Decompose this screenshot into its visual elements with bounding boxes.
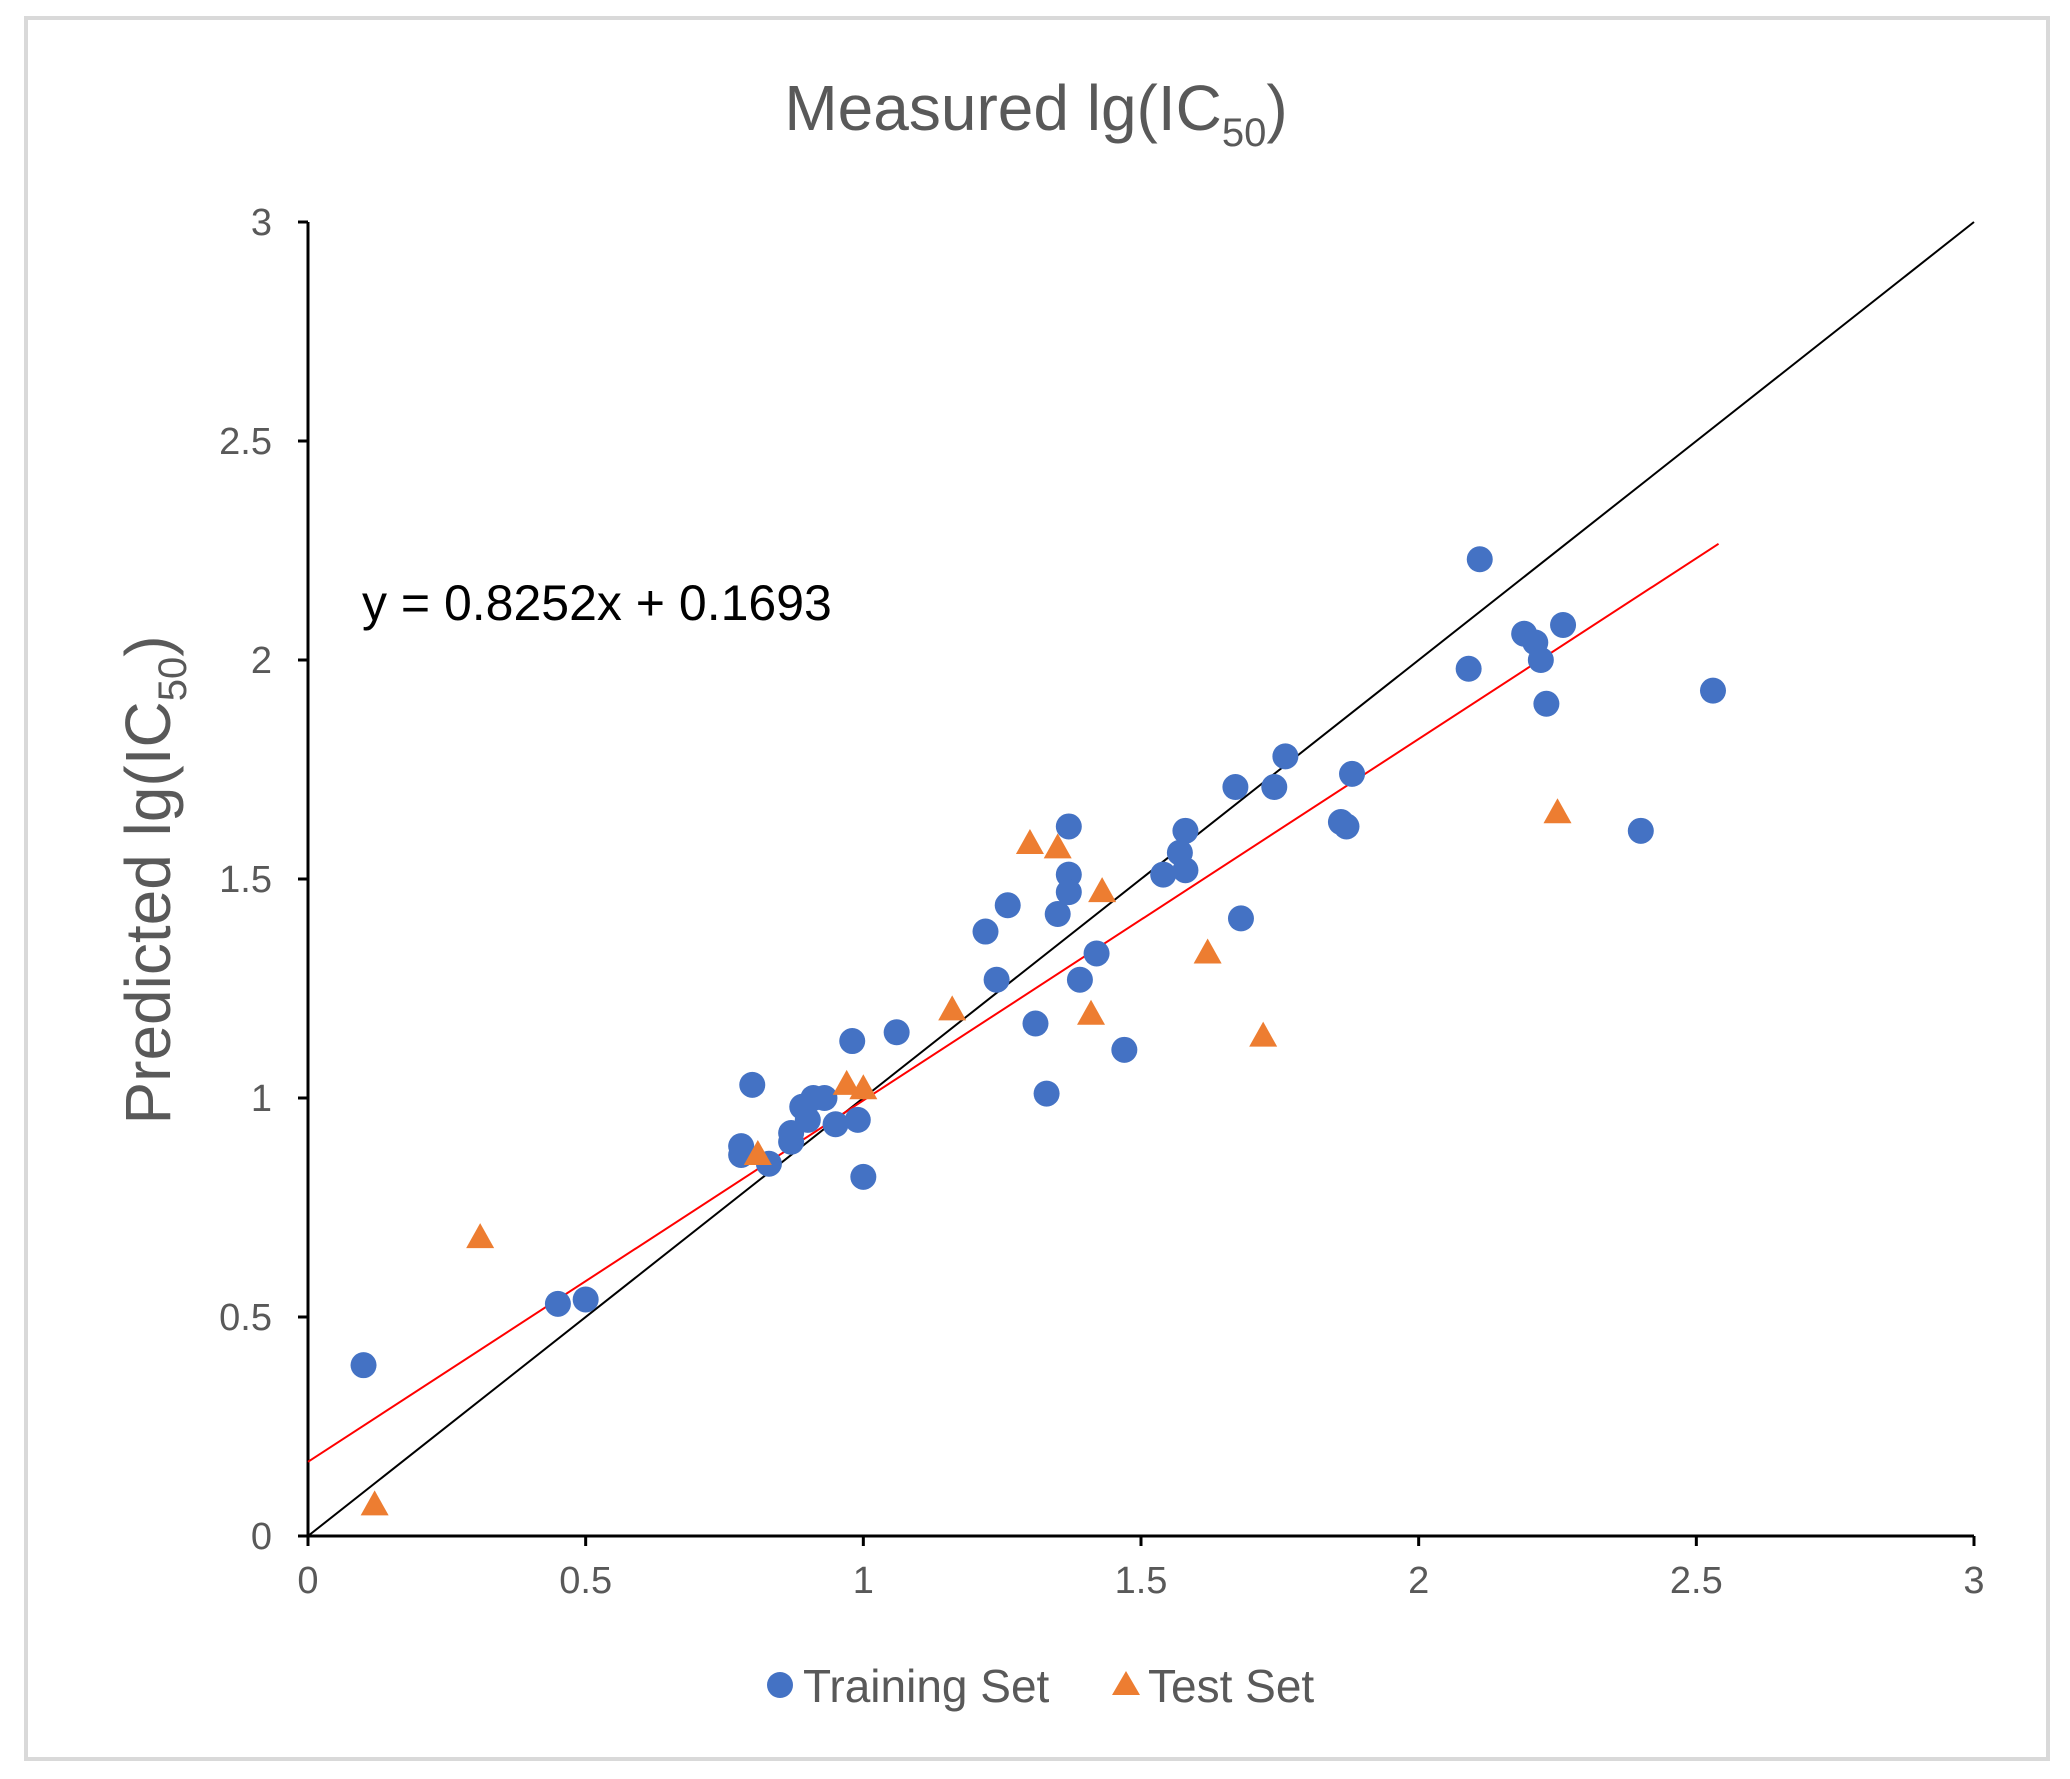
identity-line [307,221,1975,1537]
axes: 0 0.5 1 1.5 2 2.5 3 0 0.5 1 1.5 2 2.5 3 [219,202,1984,1602]
training-point [1055,879,1082,906]
training-point [1261,774,1288,801]
test-point [1015,828,1044,854]
y-tick-label: 0.5 [219,1297,272,1339]
test-point [360,1490,389,1516]
test-point [466,1223,495,1249]
data-points [350,546,1726,1516]
training-point [1172,857,1199,884]
y-tick-label: 2 [251,640,272,682]
legend-test-marker [1112,1671,1140,1695]
x-tick-label: 0 [297,1560,318,1602]
training-point [1533,690,1560,717]
y-tick-label: 0 [251,1516,272,1558]
test-point [1543,798,1572,824]
legend: Training Set Test Set [767,1660,1314,1712]
y-tick-label: 1.5 [219,859,272,901]
legend-training-label: Training Set [803,1660,1050,1712]
training-point [1033,1080,1060,1107]
test-point [1043,833,1072,859]
test-point [743,1139,772,1165]
test-point [832,1069,861,1095]
y-tick-label: 3 [251,202,272,244]
training-point [844,1106,871,1133]
y-tick-label: 2.5 [219,421,272,463]
training-point [350,1352,377,1379]
training-point [1699,677,1726,704]
training-point [1222,774,1249,801]
training-point [994,892,1021,919]
legend-test-label: Test Set [1148,1660,1314,1712]
training-point [572,1286,599,1313]
training-point [811,1085,838,1111]
x-tick-label: 1.5 [1115,1560,1168,1602]
training-point [1227,905,1254,932]
regression-line [307,542,1720,1463]
training-point [1022,1010,1049,1037]
test-point [1193,938,1222,964]
x-tick-label: 0.5 [559,1560,612,1602]
training-point [1066,966,1093,993]
training-point [1172,817,1199,844]
training-point [794,1106,821,1133]
training-point [728,1133,755,1160]
legend-training-marker [767,1672,793,1698]
trend-lines [307,221,1975,1537]
training-point [972,918,999,945]
training-point [1272,743,1299,770]
training-point [1083,940,1110,967]
training-point [1339,760,1366,787]
training-point [1550,611,1577,638]
test-point [849,1074,878,1100]
y-tick-label: 1 [251,1078,272,1120]
regression-equation: y = 0.8252x + 0.1693 [362,575,832,631]
training-point [822,1111,849,1138]
y-axis-label: Predicted lg(IC50) [112,635,195,1124]
training-point [839,1028,866,1055]
training-point [739,1071,766,1098]
training-point [1466,546,1493,573]
training-point [883,1019,910,1046]
x-tick-label: 3 [1963,1560,1984,1602]
training-point [1044,901,1071,928]
test-point [938,995,967,1021]
training-point [544,1290,571,1317]
test-point [1077,999,1106,1025]
training-point [983,966,1010,993]
x-tick-label: 2.5 [1670,1560,1723,1602]
training-point [1111,1036,1138,1063]
test-point [1249,1021,1278,1047]
x-tick-label: 1 [853,1560,874,1602]
training-point [1527,647,1554,673]
training-point [850,1163,877,1190]
chart-title: Measured lg(IC50) [784,72,1287,155]
training-point [1150,861,1177,888]
training-point [1455,655,1482,682]
x-tick-label: 2 [1408,1560,1429,1602]
training-point [1333,813,1360,840]
training-point [1627,817,1654,844]
test-point [1088,877,1117,903]
training-point [1055,813,1082,840]
chart-frame [24,16,2050,1761]
